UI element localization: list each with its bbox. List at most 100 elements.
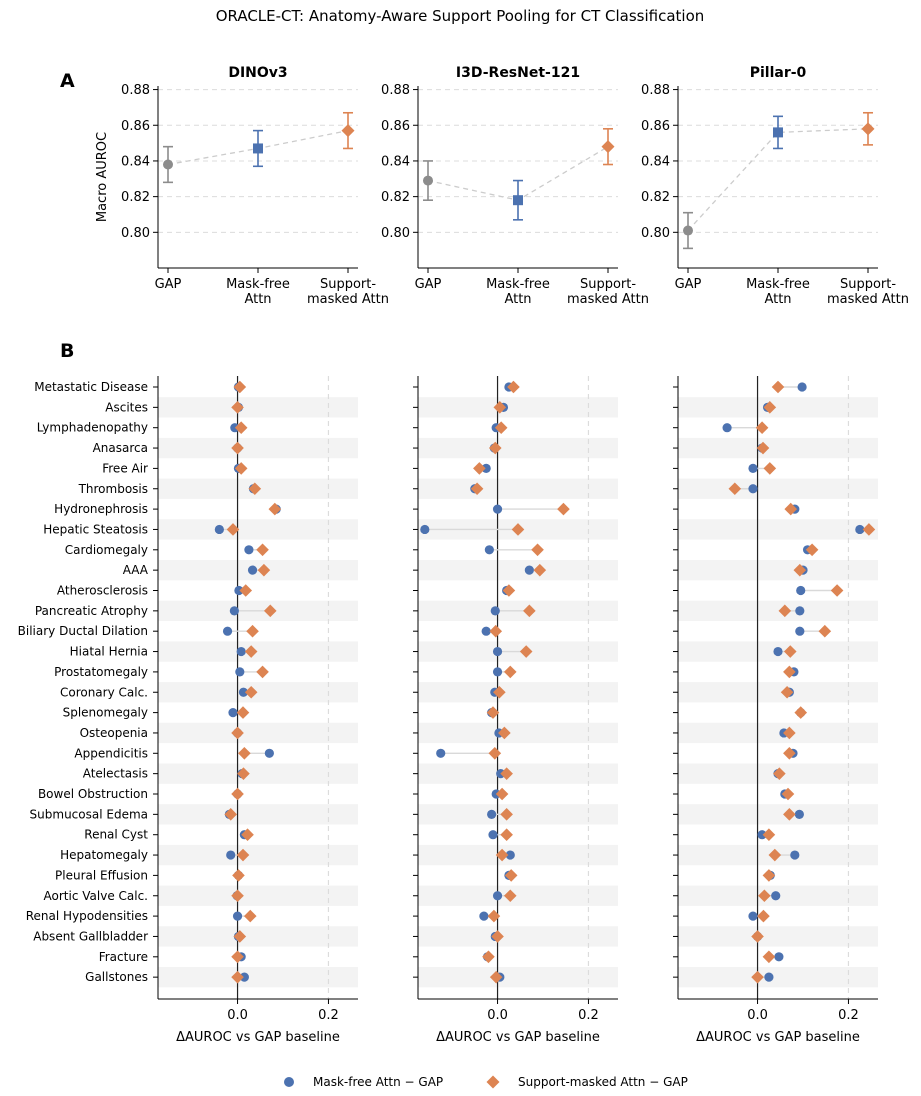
mask-free-point-hepatomegaly bbox=[790, 850, 800, 860]
support-masked-point-hiatal-hernia bbox=[244, 645, 258, 658]
row-band bbox=[418, 559, 618, 581]
support-masked-point-pancreatic-atrophy bbox=[778, 604, 792, 618]
legend-support-masked-label: Support-masked Attn − GAP bbox=[518, 1075, 688, 1089]
category-label-cardiomegaly: Cardiomegaly bbox=[65, 543, 148, 557]
mask-free-point-atherosclerosis bbox=[796, 585, 806, 596]
x-axis-label: ΔAUROC vs GAP baseline bbox=[696, 1030, 860, 1045]
row-band bbox=[158, 926, 358, 947]
support-masked-point-renal-cyst bbox=[762, 828, 776, 841]
support-masked-point-metastatic-disease bbox=[507, 380, 520, 394]
support-masked-point-free-air bbox=[763, 462, 777, 475]
support-masked-point-hydronephrosis bbox=[268, 502, 282, 516]
point-mask-free-attn bbox=[513, 195, 523, 206]
support-masked-point-bowel-obstruction bbox=[495, 787, 509, 801]
legend-mask-free-marker bbox=[284, 1077, 294, 1087]
category-label-pancreatic-atrophy: Pancreatic Atrophy bbox=[35, 604, 148, 618]
category-label-aaa: AAA bbox=[123, 563, 149, 577]
category-label-hydronephrosis: Hydronephrosis bbox=[54, 502, 148, 516]
y-tick-label: 0.84 bbox=[641, 154, 670, 169]
row-band bbox=[678, 478, 878, 499]
x-tick-label: Attn bbox=[244, 292, 271, 307]
mask-free-point-pancreatic-atrophy bbox=[490, 606, 500, 616]
y-tick-label: 0.86 bbox=[641, 119, 670, 134]
figure-title: ORACLE-CT: Anatomy-Aware Support Pooling… bbox=[216, 7, 705, 25]
mask-free-point-pancreatic-atrophy bbox=[795, 606, 805, 616]
support-masked-point-metastatic-disease bbox=[233, 380, 247, 394]
support-masked-point-coronary-calc bbox=[780, 685, 794, 699]
mask-free-point-lymphadenopathy bbox=[230, 423, 240, 433]
category-label-renal-cyst: Renal Cyst bbox=[84, 828, 148, 842]
support-masked-point-aortic-valve-calc bbox=[231, 889, 244, 903]
x-tick-label: Support- bbox=[840, 277, 896, 292]
support-masked-point-anasarca bbox=[756, 441, 770, 455]
support-masked-point-aaa bbox=[257, 563, 271, 577]
point-gap bbox=[683, 225, 693, 236]
mask-free-point-metastatic-disease bbox=[797, 382, 807, 392]
y-tick-label: 0.82 bbox=[381, 190, 410, 205]
mask-free-point-renal-hypodensities bbox=[748, 911, 758, 921]
category-label-prostatomegaly: Prostatomegaly bbox=[54, 665, 148, 679]
category-label-biliary-ductal-dilation: Biliary Ductal Dilation bbox=[18, 624, 148, 638]
support-masked-point-hepatic-steatosis bbox=[862, 523, 876, 536]
support-masked-point-gallstones bbox=[751, 970, 764, 984]
x-tick-label: GAP bbox=[155, 277, 182, 292]
support-masked-point-thrombosis bbox=[728, 482, 742, 496]
row-band bbox=[418, 397, 618, 418]
support-masked-point-fracture bbox=[231, 950, 244, 964]
legend-support-masked-marker bbox=[486, 1075, 500, 1089]
support-masked-point-osteopenia bbox=[498, 726, 511, 740]
support-masked-point-submucosal-edema bbox=[500, 808, 513, 821]
support-masked-point-pancreatic-atrophy bbox=[263, 604, 277, 618]
support-masked-point-anasarca bbox=[231, 441, 244, 455]
support-masked-point-renal-hypodensities bbox=[243, 909, 257, 923]
mask-free-point-atherosclerosis bbox=[234, 585, 244, 596]
panel-label-a: A bbox=[60, 70, 75, 92]
category-label-aortic-valve-calc: Aortic Valve Calc. bbox=[44, 889, 148, 903]
support-masked-point-bowel-obstruction bbox=[781, 787, 795, 801]
mask-free-point-renal-cyst bbox=[488, 830, 498, 840]
category-label-lymphadenopathy: Lymphadenopathy bbox=[37, 421, 148, 435]
support-masked-point-renal-hypodensities bbox=[487, 909, 501, 923]
row-band bbox=[158, 966, 358, 988]
support-masked-point-absent-gallbladder bbox=[233, 930, 247, 943]
mask-free-point-aaa bbox=[524, 565, 534, 575]
row-band bbox=[158, 722, 358, 744]
row-band bbox=[678, 559, 878, 581]
y-tick-label: 0.84 bbox=[121, 154, 150, 169]
support-masked-point-aaa bbox=[533, 563, 547, 577]
support-masked-point-hepatomegaly bbox=[236, 848, 250, 862]
support-masked-point-submucosal-edema bbox=[224, 808, 238, 821]
mask-free-point-hepatomegaly bbox=[505, 850, 515, 860]
panel-a-dinov3: DINOv3 0.80 0.82 0.84 0.86 0.88 Macro AUROC GAP… bbox=[95, 65, 389, 307]
support-masked-point-aortic-valve-calc bbox=[758, 889, 771, 903]
y-tick-label: 0.80 bbox=[121, 226, 150, 241]
support-masked-point-pancreatic-atrophy bbox=[523, 604, 536, 618]
panel-b-1: Metastatic Disease Ascites Lymphadenopathy… bbox=[18, 376, 358, 1045]
row-band bbox=[158, 437, 358, 459]
support-masked-point-hiatal-hernia bbox=[519, 645, 533, 658]
y-axis-label: Macro AUROC bbox=[95, 132, 110, 222]
x-tick-label: Support- bbox=[580, 277, 636, 292]
support-masked-point-coronary-calc bbox=[493, 685, 506, 699]
category-label-fracture: Fracture bbox=[99, 950, 148, 964]
mask-free-point-pancreatic-atrophy bbox=[229, 606, 239, 616]
support-masked-point-hepatic-steatosis bbox=[226, 523, 240, 536]
mask-free-point-hepatic-steatosis bbox=[420, 524, 430, 535]
mask-free-point-coronary-calc bbox=[238, 687, 249, 697]
support-masked-point-splenomegaly bbox=[236, 706, 250, 719]
mask-free-point-free-air bbox=[748, 463, 758, 473]
y-tick-label: 0.82 bbox=[641, 190, 670, 205]
support-masked-point-biliary-ductal-dilation bbox=[246, 624, 259, 638]
support-masked-point-aaa bbox=[793, 563, 807, 577]
category-label-osteopenia: Osteopenia bbox=[80, 726, 148, 740]
row-band bbox=[678, 437, 878, 459]
row-band bbox=[158, 519, 358, 540]
mask-free-point-hepatic-steatosis bbox=[214, 524, 224, 535]
mask-free-point-submucosal-edema bbox=[794, 809, 804, 819]
support-masked-point-appendicitis bbox=[488, 747, 502, 760]
x-tick-label: 0.2 bbox=[578, 1008, 599, 1023]
mask-free-point-hiatal-hernia bbox=[773, 646, 783, 657]
category-label-coronary-calc: Coronary Calc. bbox=[60, 685, 148, 699]
panel-b-3: 0.0 0.2 ΔAUROC vs GAP baseline bbox=[673, 376, 878, 1045]
support-masked-point-osteopenia bbox=[783, 726, 796, 740]
